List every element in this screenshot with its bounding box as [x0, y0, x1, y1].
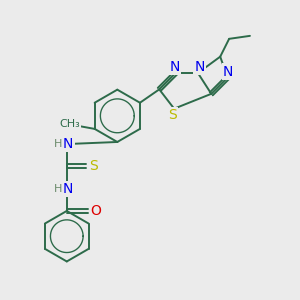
Text: N: N	[170, 60, 180, 74]
Text: N: N	[63, 182, 74, 196]
Text: O: O	[90, 204, 101, 218]
Text: CH₃: CH₃	[60, 119, 80, 129]
Text: H: H	[54, 139, 63, 149]
Text: S: S	[168, 108, 177, 122]
Text: H: H	[54, 184, 63, 194]
Text: S: S	[89, 159, 98, 173]
Text: N: N	[63, 137, 74, 151]
Text: N: N	[223, 64, 233, 79]
Text: N: N	[194, 60, 205, 74]
